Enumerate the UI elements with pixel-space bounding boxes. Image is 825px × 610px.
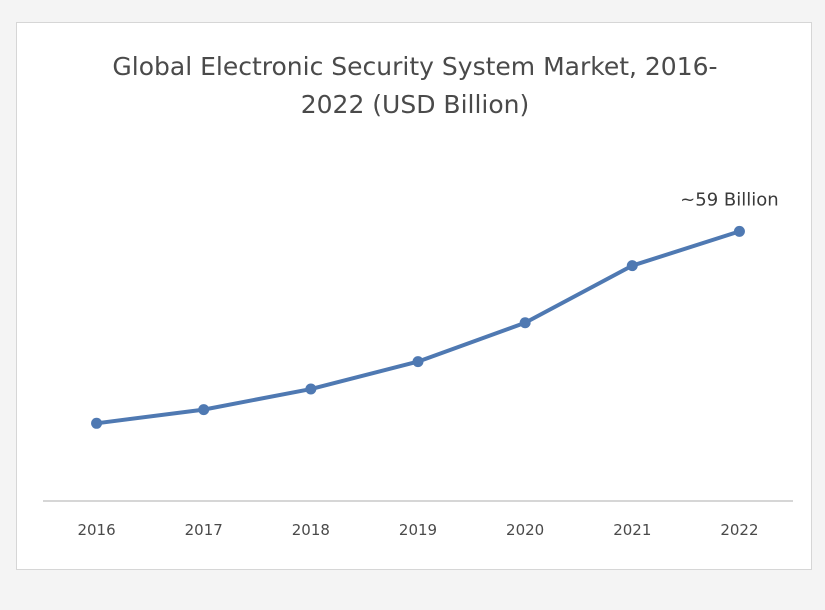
data-point-2018: [305, 383, 317, 395]
x-tick-label-2016: 2016: [77, 521, 115, 539]
data-point-2021: [626, 260, 638, 272]
x-tick-label-2018: 2018: [292, 521, 330, 539]
chart-title-line-1: Global Electronic Security System Market…: [112, 52, 718, 81]
x-tick-label-2020: 2020: [506, 521, 544, 539]
x-tick-label-2021: 2021: [613, 521, 651, 539]
data-point-2020: [519, 317, 531, 329]
data-annotation-label: ~59 Billion: [680, 189, 778, 210]
line-chart: 2016 2017 2018 2019 2020 2021 2022 ~59 Billion: [43, 189, 793, 539]
x-tick-label-2019: 2019: [399, 521, 437, 539]
chart-card: Global Electronic Security System Market…: [16, 22, 812, 570]
data-point-2017: [198, 404, 210, 416]
data-point-2022: [733, 225, 745, 237]
chart-title-line-2: 2022 (USD Billion): [300, 90, 530, 119]
x-tick-label-2017: 2017: [185, 521, 223, 539]
chart-title: Global Electronic Security System Market…: [17, 48, 813, 124]
data-point-2019: [412, 356, 424, 368]
data-point-2016: [91, 417, 103, 429]
series-line: [94, 229, 742, 426]
x-tick-label-2022: 2022: [720, 521, 758, 539]
